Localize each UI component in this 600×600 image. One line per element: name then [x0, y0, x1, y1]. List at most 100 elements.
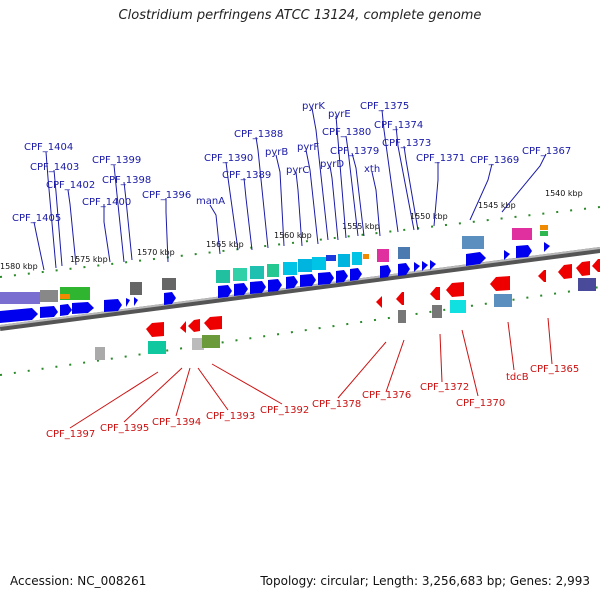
- gene-label: pyrF: [297, 142, 319, 153]
- gene-label: CPF_1396: [142, 190, 191, 201]
- map-title: Clostridium perfringens ATCC 13124, comp…: [118, 8, 482, 23]
- gene-arrow: [40, 306, 58, 318]
- scale-label: 1550 kbp: [410, 212, 448, 221]
- gene-arrow: [336, 270, 348, 283]
- gene-label: CPF_1371: [416, 153, 465, 164]
- gene-label: CPF_1367: [522, 146, 571, 157]
- gene-arrow: [0, 308, 38, 323]
- feature-block: [148, 341, 166, 354]
- feature-block: [202, 335, 220, 348]
- gene-arrow: [558, 264, 572, 279]
- gene-arrow: [218, 285, 232, 298]
- genome-summary: Topology: circular; Length: 3,256,683 bp…: [260, 574, 590, 588]
- gene-arrow: [164, 292, 176, 305]
- gene-arrow: [250, 281, 266, 294]
- gene-arrow: [234, 283, 248, 296]
- feature-block: [130, 282, 142, 295]
- gene-arrow: [576, 261, 590, 276]
- gene-arrow: [430, 260, 436, 270]
- gene-label: CPF_1376: [362, 390, 411, 401]
- gene-label: tdcB: [506, 372, 529, 383]
- gene-label: CPF_1388: [234, 129, 283, 140]
- gene-label: CPF_1405: [12, 213, 61, 224]
- gene-arrow: [544, 242, 550, 252]
- gene-arrow: [318, 272, 334, 285]
- gene-label: CPF_1403: [30, 162, 79, 173]
- scale-label: 1580 kbp: [0, 262, 38, 271]
- feature-block: [283, 262, 297, 275]
- feature-block: [216, 270, 230, 283]
- gene-arrow: [126, 298, 130, 307]
- gene-label: CPF_1397: [46, 429, 95, 440]
- gene-arrow: [446, 282, 464, 297]
- gene-arrow: [430, 287, 440, 300]
- gene-arrow: [286, 276, 298, 289]
- feature-block: [233, 268, 247, 281]
- gene-arrow: [104, 299, 122, 312]
- feature-block: [352, 252, 362, 265]
- gene-arrow: [72, 302, 94, 314]
- gene-arrow: [592, 259, 600, 272]
- gene-label: CPF_1393: [206, 411, 255, 422]
- bottom-leader-lines: [69, 317, 553, 429]
- gene-arrow: [538, 270, 546, 282]
- gene-arrow: [146, 322, 164, 337]
- gene-label: CPF_1373: [382, 138, 431, 149]
- feature-block: [298, 259, 312, 272]
- feature-block: [540, 225, 548, 230]
- feature-block: [40, 290, 58, 302]
- gene-arrow: [268, 279, 282, 292]
- gene-arrow: [380, 265, 391, 278]
- scale-label: 1540 kbp: [545, 189, 583, 198]
- scale-label: 1560 kbp: [274, 231, 312, 240]
- gene-label: CPF_1375: [360, 101, 409, 112]
- forward-feature-blocks: [0, 225, 548, 304]
- gene-arrow: [180, 321, 186, 333]
- feature-block: [326, 255, 336, 261]
- scale-label: 1555 kbp: [342, 222, 380, 231]
- gene-label: CPF_1390: [204, 153, 253, 164]
- gene-label: CPF_1369: [470, 155, 519, 166]
- top-labels: CPF_1404 CPF_1403 CPF_1402 CPF_1405 CPF_…: [12, 101, 571, 224]
- feature-block: [540, 231, 548, 236]
- scale-label: 1570 kbp: [137, 248, 175, 257]
- gene-label: pyrK: [302, 101, 325, 112]
- feature-block: [578, 278, 596, 291]
- gene-label: pyrE: [328, 109, 351, 120]
- gene-label: CPF_1404: [24, 142, 73, 153]
- feature-block: [312, 257, 326, 270]
- feature-block: [462, 236, 484, 249]
- feature-block: [363, 254, 369, 259]
- scale-label: 1575 kbp: [70, 255, 108, 264]
- feature-block: [192, 338, 204, 350]
- gene-label: CPF_1372: [420, 382, 469, 393]
- feature-block: [398, 310, 406, 323]
- feature-block: [450, 300, 466, 313]
- gene-arrow: [398, 263, 410, 276]
- gene-label: CPF_1378: [312, 399, 361, 410]
- gene-arrow: [60, 304, 72, 316]
- gene-arrow: [350, 268, 362, 281]
- feature-block: [95, 347, 105, 360]
- feature-block: [338, 254, 350, 267]
- gene-label: CPF_1370: [456, 398, 505, 409]
- scale-label: 1565 kbp: [206, 240, 244, 249]
- gene-label: CPF_1392: [260, 405, 309, 416]
- gene-label: CPF_1402: [46, 180, 95, 191]
- gene-label: CPF_1365: [530, 364, 579, 375]
- gene-label: CPF_1399: [92, 155, 141, 166]
- gene-arrow: [466, 252, 486, 266]
- feature-block: [162, 278, 176, 290]
- gene-label: xth: [364, 164, 380, 175]
- gene-arrow: [376, 296, 382, 308]
- gene-label: pyrB: [265, 147, 288, 158]
- gene-label: CPF_1374: [374, 120, 423, 131]
- gene-arrow: [188, 319, 200, 332]
- gene-arrow: [414, 262, 420, 272]
- gene-arrow: [134, 297, 138, 306]
- gene-label: CPF_1380: [322, 127, 371, 138]
- gene-label: CPF_1394: [152, 417, 201, 428]
- feature-block: [432, 305, 442, 318]
- feature-block: [250, 266, 264, 279]
